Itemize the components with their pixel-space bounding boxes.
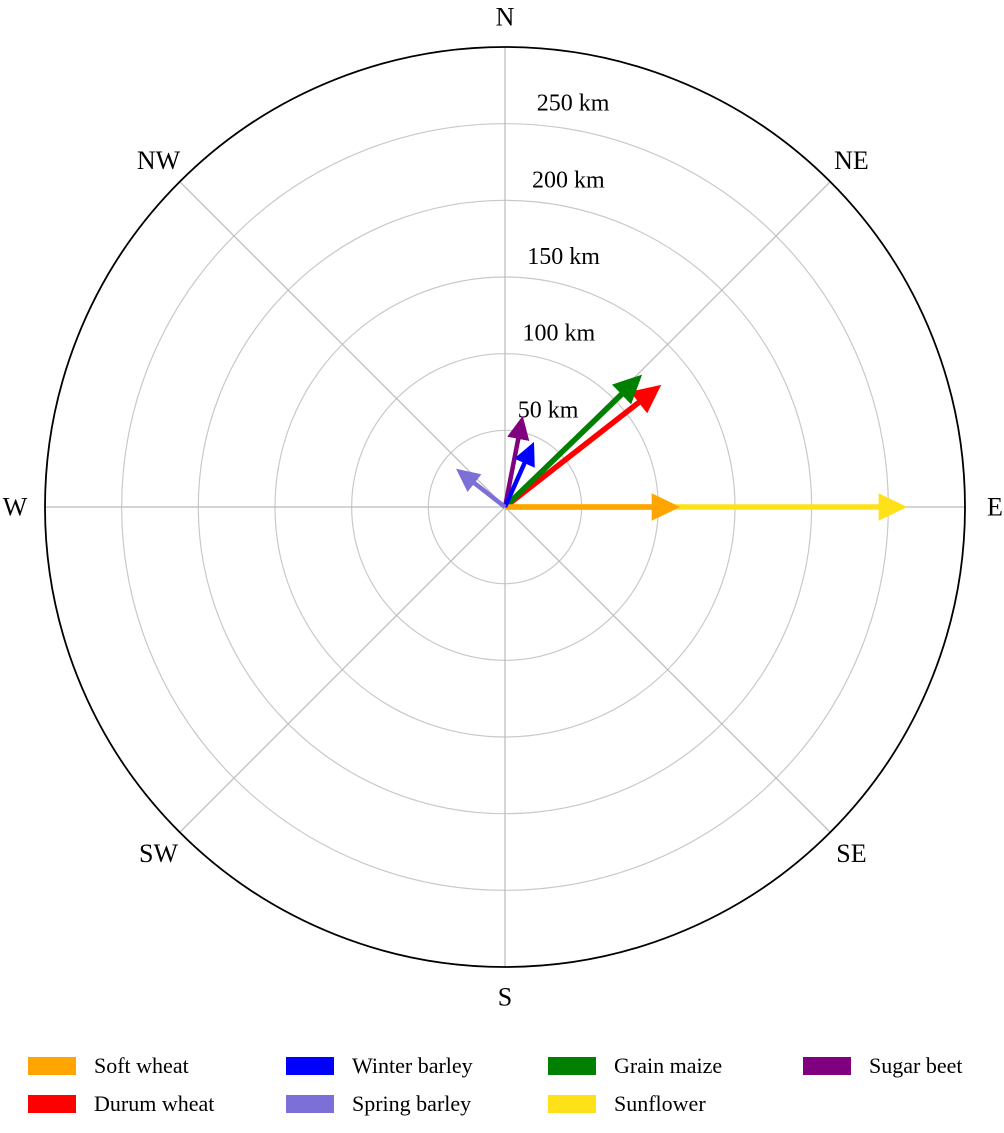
ring-label-50km: 50 km [518, 397, 579, 423]
legend-swatch-soft-wheat [28, 1057, 76, 1075]
legend-label-soft-wheat: Soft wheat [94, 1053, 189, 1078]
chart-legend: Soft wheat Durum wheat Winter barley Spring… [0, 1052, 1004, 1133]
legend-swatch-spring-barley [286, 1095, 334, 1113]
compass-label-w: W [3, 493, 28, 522]
compass-label-s: S [498, 983, 512, 1011]
legend-column-1: Winter barley Spring barley [286, 1052, 548, 1118]
legend-column-2: Grain maize Sunflower [548, 1052, 803, 1118]
legend-column-3: Sugar beet [803, 1052, 962, 1080]
legend-swatch-winter-barley [286, 1057, 334, 1075]
legend-item-durum-wheat: Durum wheat [28, 1090, 286, 1118]
legend-item-soft-wheat: Soft wheat [28, 1052, 286, 1080]
legend-label-grain-maize: Grain maize [614, 1053, 723, 1078]
compass-label-nw: NW [137, 146, 181, 175]
legend-swatch-sugar-beet [803, 1057, 851, 1075]
compass-label-ne: NE [834, 146, 869, 175]
grid-spoke-nw [179, 181, 506, 508]
vector-durum-wheat [503, 384, 662, 510]
legend-item-spring-barley: Spring barley [286, 1090, 548, 1118]
vector-spring-barley [456, 468, 507, 509]
grid-spoke-se [504, 506, 831, 833]
legend-label-spring-barley: Spring barley [352, 1091, 472, 1116]
legend-label-durum-wheat: Durum wheat [94, 1091, 215, 1116]
outer-circle [44, 46, 966, 968]
legend-column-0: Soft wheat Durum wheat [28, 1052, 286, 1118]
compass-label-se: SE [836, 839, 866, 868]
ring-label-200km: 200 km [532, 167, 605, 193]
polar-chart: 50 km 100 km 150 km 200 km 250 km N NE E SE S SW W N… [3, 3, 1003, 1011]
legend-label-sunflower: Sunflower [614, 1091, 706, 1116]
grid-spoke-sw [179, 506, 506, 833]
legend-swatch-durum-wheat [28, 1095, 76, 1113]
legend-label-winter-barley: Winter barley [352, 1053, 473, 1078]
legend-swatch-sunflower [548, 1095, 596, 1113]
legend-swatch-grain-maize [548, 1057, 596, 1075]
vector-grain-maize [503, 374, 643, 509]
legend-label-sugar-beet: Sugar beet [869, 1053, 963, 1078]
legend-item-grain-maize: Grain maize [548, 1052, 803, 1080]
ring-label-150km: 150 km [527, 244, 600, 270]
legend-item-sunflower: Sunflower [548, 1090, 803, 1118]
legend-item-sugar-beet: Sugar beet [803, 1052, 962, 1080]
compass-label-e: E [987, 493, 1003, 522]
ring-label-100km: 100 km [523, 321, 596, 347]
vector-sugar-beet [502, 415, 530, 508]
compass-label-n: N [496, 3, 515, 32]
vector-winter-barley [502, 441, 535, 508]
ring-label-250km: 250 km [537, 91, 610, 117]
compass-label-sw: SW [139, 839, 178, 868]
legend-item-winter-barley: Winter barley [286, 1052, 548, 1080]
